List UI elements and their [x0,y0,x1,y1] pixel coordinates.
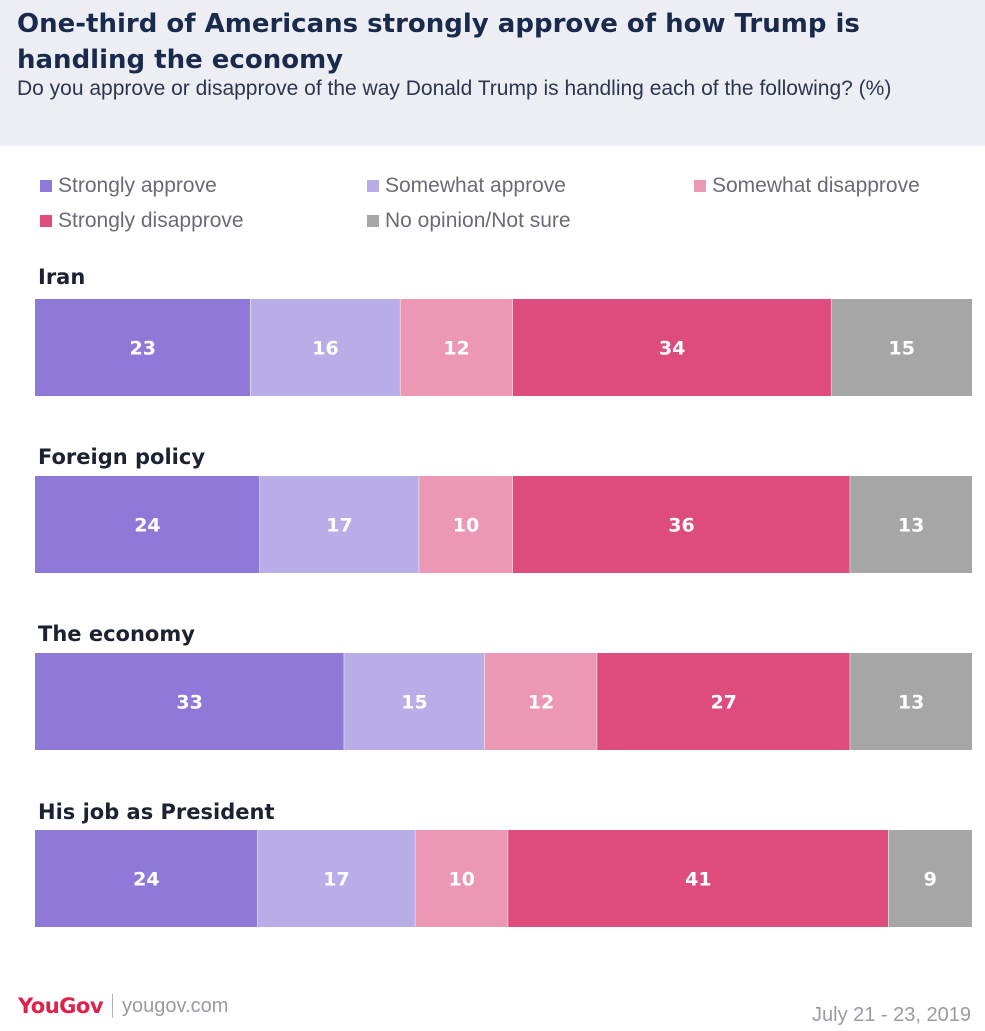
legend-label: No opinion/Not sure [385,209,571,232]
legend-item-no-opinion: No opinion/Not sure [367,209,571,233]
data-label-foreign-policy-no-opinion-not-sure: 13 [898,515,924,537]
bar-his-job-as-president-strongly-disapprove [508,830,889,927]
legend-label: Strongly approve [58,174,217,197]
legend-item-strongly-approve: Strongly approve [40,174,217,198]
bar-foreign-policy-strongly-approve [35,476,260,573]
data-label-the-economy-strongly-approve: 33 [176,692,202,714]
data-label-iran-somewhat-disapprove: 12 [443,338,469,360]
chart-subtitle: Do you approve or disapprove of the way … [17,77,892,100]
bar-iran-no-opinion-not-sure [831,299,972,396]
bar-his-job-as-president-no-opinion-not-sure [888,830,972,927]
bar-his-job-as-president-strongly-approve [35,830,258,927]
row-label-the-economy: The economy [38,622,195,646]
brand-divider [112,994,114,1018]
data-label-his-job-as-president-strongly-approve: 24 [133,869,159,891]
row-label-foreign-policy: Foreign policy [38,445,206,469]
yougov-logo: YouGov [18,994,104,1018]
data-label-the-economy-somewhat-disapprove: 12 [528,692,554,714]
bar-the-economy-no-opinion-not-sure [850,653,972,750]
legend-swatch [367,180,379,192]
footer-brand: YouGov yougov.com [18,994,228,1018]
bar-the-economy-strongly-disapprove [597,653,851,750]
data-label-foreign-policy-strongly-approve: 24 [134,515,160,537]
bar-iran-somewhat-disapprove [400,299,513,396]
bar-the-economy-somewhat-approve [344,653,485,750]
row-label-iran: Iran [38,265,86,289]
data-label-the-economy-no-opinion-not-sure: 13 [898,692,924,714]
row-label-his-job-as-president: His job as President [38,800,275,824]
bar-iran-somewhat-approve [250,299,401,396]
data-label-foreign-policy-somewhat-disapprove: 10 [453,515,479,537]
bar-foreign-policy-somewhat-disapprove [419,476,513,573]
chart-title: One-third of Americans strongly approve … [17,9,860,75]
legend-swatch [367,215,379,227]
data-label-the-economy-somewhat-approve: 15 [401,692,427,714]
legend-item-somewhat-disapprove: Somewhat disapprove [694,174,920,198]
data-label-the-economy-strongly-disapprove: 27 [710,692,736,714]
legend-label: Somewhat approve [385,174,566,197]
data-label-iran-strongly-approve: 23 [130,338,156,360]
data-label-his-job-as-president-strongly-disapprove: 41 [685,869,711,891]
data-label-foreign-policy-somewhat-approve: 17 [326,515,352,537]
bar-his-job-as-president-somewhat-disapprove [415,830,509,927]
bar-the-economy-somewhat-disapprove [484,653,598,750]
bar-foreign-policy-strongly-disapprove [512,476,851,573]
legend-swatch [40,215,52,227]
data-label-iran-somewhat-approve: 16 [312,338,338,360]
legend-item-strongly-disapprove: Strongly disapprove [40,209,244,233]
bar-iran-strongly-approve [35,299,251,396]
data-label-foreign-policy-strongly-disapprove: 36 [668,515,694,537]
bar-the-economy-strongly-approve [35,653,345,750]
data-label-iran-no-opinion-not-sure: 15 [888,338,914,360]
survey-date: July 21 - 23, 2019 [812,1004,971,1026]
legend-swatch [40,180,52,192]
legend: Strongly approve Somewhat approve Somewh… [0,0,985,250]
data-label-iran-strongly-disapprove: 34 [659,338,685,360]
bar-his-job-as-president-somewhat-approve [257,830,416,927]
legend-swatch [694,180,706,192]
brand-url: yougov.com [122,994,229,1017]
data-label-his-job-as-president-somewhat-approve: 17 [323,869,349,891]
legend-label: Strongly disapprove [58,209,244,232]
header-panel: One-third of Americans strongly approve … [0,0,985,146]
bar-foreign-policy-no-opinion-not-sure [850,476,972,573]
bar-iran-strongly-disapprove [512,299,832,396]
data-label-his-job-as-president-somewhat-disapprove: 10 [449,869,475,891]
data-label-his-job-as-president-no-opinion-not-sure: 9 [924,869,937,891]
bar-foreign-policy-somewhat-approve [259,476,420,573]
legend-item-somewhat-approve: Somewhat approve [367,174,566,198]
legend-label: Somewhat disapprove [712,174,920,197]
